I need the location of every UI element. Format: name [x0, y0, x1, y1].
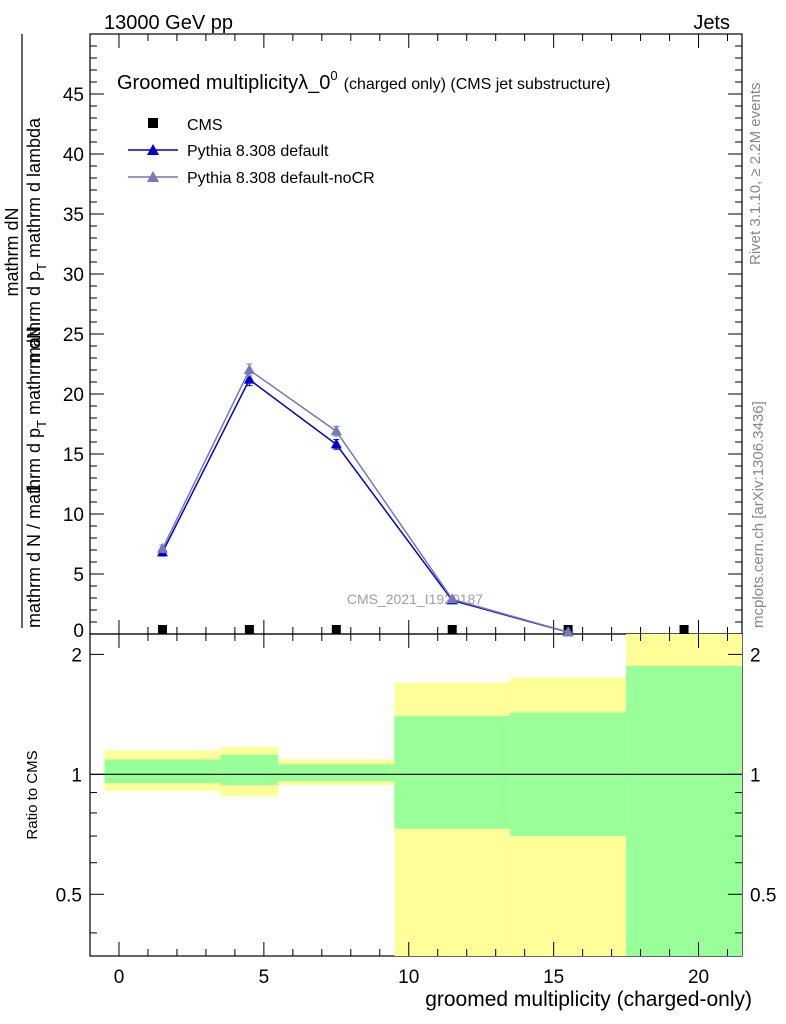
- series-0: [157, 625, 689, 634]
- main-ytick-label: 25: [63, 325, 84, 346]
- ratio-ylabel: Ratio to CMS: [24, 750, 41, 839]
- legend: CMS Pythia 8.308 default Pythia 8.308 de…: [128, 117, 375, 187]
- ratio-stat-band-2: [278, 764, 395, 782]
- legend-pythia-nocr-label: Pythia 8.308 default-noCR: [187, 170, 375, 187]
- series-point-1-1: [243, 373, 255, 384]
- ratio-stat-band-5: [626, 666, 742, 956]
- ylabel-differential: mathrm d pT mathrm d lambda: [24, 117, 49, 362]
- ratio-bands: [104, 634, 742, 956]
- main-ytick-label: 35: [63, 205, 84, 226]
- series-point-2-3: [446, 593, 458, 604]
- series-point-1-2: [330, 438, 342, 449]
- ratio-xtick-label: 5: [259, 967, 270, 988]
- cms-point-1: [244, 625, 254, 634]
- ratio-ytick-label-left: 1: [71, 765, 82, 786]
- series-2: [156, 363, 574, 637]
- main-ytick-label: 15: [63, 445, 84, 466]
- legend-cms-label: CMS: [187, 117, 223, 134]
- ratio-xtick-label: 20: [688, 967, 709, 988]
- main-ytick-label: 30: [63, 265, 84, 286]
- ratio-stat-band-3: [394, 716, 511, 829]
- ylabel-denominator: mathrm d N / mathrm d pT mathrm dN: [24, 326, 49, 628]
- process-label: Jets: [693, 12, 730, 34]
- ylabel-denominator-text: mathrm d N / mathrm d p: [24, 428, 44, 628]
- ratio-ytick-label-right: 0.5: [750, 885, 776, 906]
- ylabel-denominator-rest: mathrm dN: [24, 326, 44, 420]
- series-point-2-4: [562, 626, 574, 637]
- chart-subtitle: (charged only) (CMS jet substructure): [344, 76, 611, 93]
- ylabel-subscript: T: [34, 420, 49, 428]
- analysis-watermark: CMS_2021_I1920187: [347, 591, 483, 607]
- ratio-xtick-label: 10: [398, 967, 419, 988]
- ratio-stat-band-1: [220, 754, 279, 786]
- main-ylabel: 1 mathrm d N / mathrm d pT mathrm dN mat…: [2, 34, 49, 628]
- legend-pythia-nocr-marker: [147, 171, 159, 182]
- ratio-ytick-label-right: 1: [750, 765, 761, 786]
- cms-point-3: [447, 625, 457, 634]
- chart-title-main: Groomed multiplicityλ_0: [117, 72, 330, 94]
- mcplots-label: mcplots.cern.ch [arXiv:1306.3436]: [750, 401, 767, 628]
- cms-point-0: [157, 625, 167, 634]
- main-ytick-label: 5: [73, 565, 84, 586]
- ratio-xtick-label: 15: [543, 967, 564, 988]
- ratio-ytick-label-right: 2: [750, 645, 761, 666]
- ratio-xtick-label: 0: [114, 967, 125, 988]
- series-point-2-1: [243, 364, 255, 374]
- legend-pythia-default-marker: [147, 144, 159, 155]
- main-axis-ticks: 5 10 15 20 25 30 35 40 45 0: [63, 34, 742, 642]
- main-ytick-label: 40: [63, 145, 84, 166]
- ratio-ytick-label-left: 0.5: [56, 885, 82, 906]
- main-ytick-label-zero: 0: [73, 621, 84, 642]
- legend-cms-marker: [148, 118, 158, 128]
- xlabel: groomed multiplicity (charged-only): [425, 988, 752, 1011]
- ratio-ytick-label-left: 2: [71, 645, 82, 666]
- main-ytick-label: 45: [63, 85, 84, 106]
- ratio-axis-ticks: 0 5 10 15 20 0.5 0.5 1 1 2 2: [56, 634, 776, 988]
- series-point-2-0: [156, 542, 168, 553]
- chart-title: Groomed multiplicityλ_00 (charged only) (…: [117, 68, 610, 94]
- main-ytick-label: 10: [63, 505, 84, 526]
- rivet-label: Rivet 3.1.10, ≥ 2.2M events: [747, 83, 764, 266]
- main-series: [156, 363, 689, 637]
- energy-label: 13000 GeV pp: [104, 12, 233, 34]
- cms-point-5: [679, 625, 689, 634]
- ratio-stat-band-0: [104, 759, 221, 784]
- series-point-2-2: [330, 425, 342, 436]
- cms-point-2: [331, 625, 341, 634]
- legend-pythia-default-label: Pythia 8.308 default: [187, 143, 329, 160]
- ylabel-prefactor: 1: [24, 484, 45, 495]
- ylabel-numerator: mathrm dN: [2, 207, 22, 296]
- chart-title-superscript: 0: [330, 68, 337, 83]
- main-ytick-label: 20: [63, 385, 84, 406]
